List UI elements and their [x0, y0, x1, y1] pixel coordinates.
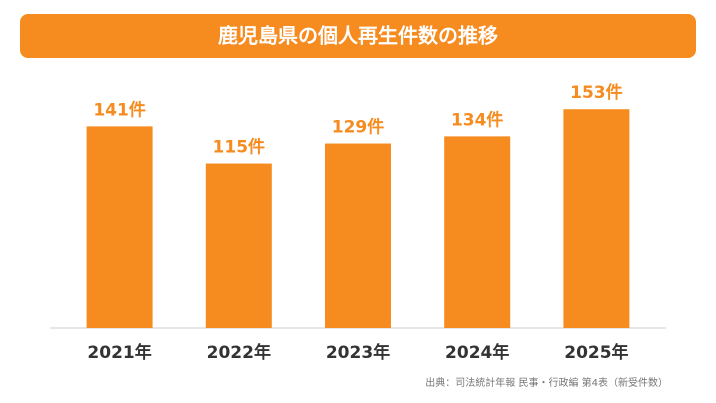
value-label: 153件: [570, 82, 623, 103]
source-note: 出典：司法統計年報 民事・行政編 第4表（新受件数）: [425, 376, 668, 389]
title-banner: [20, 14, 696, 58]
bar: [444, 136, 511, 328]
value-label: 141件: [93, 99, 146, 120]
value-label: 129件: [332, 117, 385, 138]
x-tick-label: 2024年: [445, 342, 509, 363]
chart-title: 鹿児島県の個人再生件数の推移: [218, 24, 498, 48]
bar: [205, 163, 272, 328]
bar: [86, 126, 153, 329]
x-tick-label: 2021年: [87, 342, 151, 363]
x-tick-label: 2023年: [326, 342, 390, 363]
bar: [325, 143, 391, 328]
value-label: 134件: [451, 109, 504, 130]
x-tick-label: 2025年: [564, 342, 628, 363]
value-label: 115件: [213, 137, 266, 158]
x-tick-label: 2022年: [207, 342, 271, 363]
bar: [563, 109, 630, 329]
